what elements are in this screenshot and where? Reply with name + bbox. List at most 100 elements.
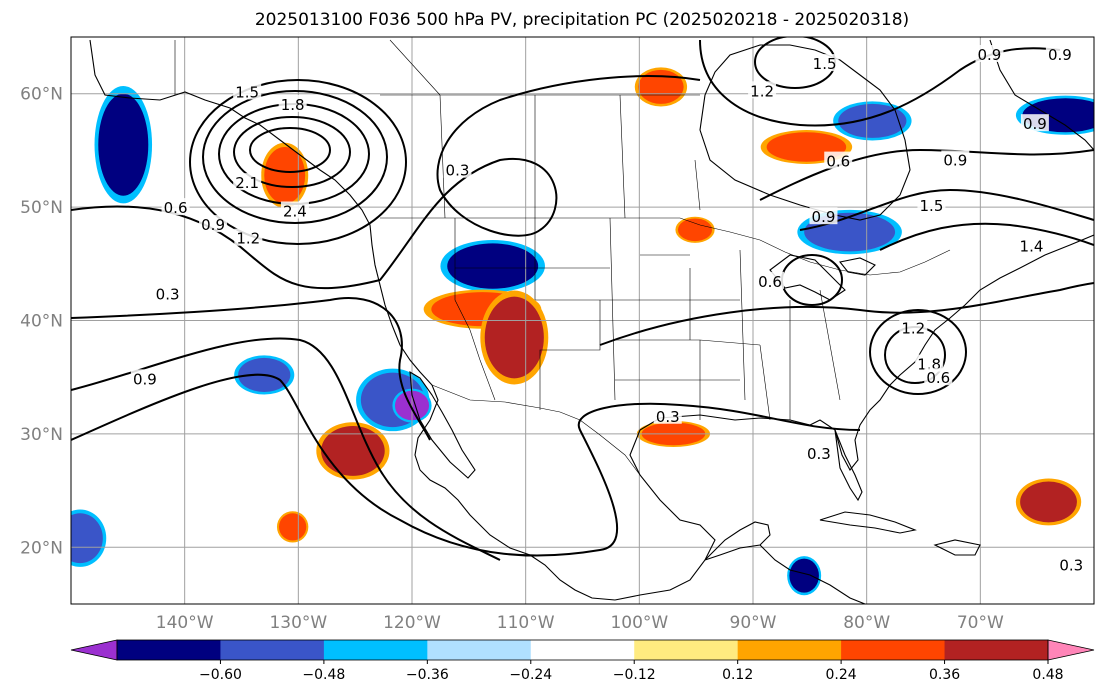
longitude-label: 110°W xyxy=(497,613,555,633)
pv-contour-label-bg xyxy=(804,444,833,462)
longitude-label: 90°W xyxy=(730,613,777,633)
pv-contour-ring xyxy=(249,127,331,173)
colorbar-swatch xyxy=(220,640,325,660)
pv-contour-label: 1.2 xyxy=(236,230,260,248)
pv-contour-label: 0.9 xyxy=(1023,115,1047,133)
pv-contour-ring xyxy=(189,79,407,245)
pv-contour-label-bg xyxy=(153,284,182,302)
colorbar-swatch xyxy=(530,640,635,660)
latitude-labels: 60°N 50°N 40°N 30°N 20°N xyxy=(20,85,63,559)
precip-anomaly xyxy=(447,243,539,289)
colorbar-tick-label: −0.36 xyxy=(406,667,449,683)
coastline-labrador xyxy=(989,39,1094,151)
pv-contour-label: 0.6 xyxy=(926,369,950,387)
colorbar-tick-label: 0.24 xyxy=(826,667,857,683)
latitude-label: 50°N xyxy=(20,198,63,218)
map-frame xyxy=(70,36,1095,605)
canada-provinces xyxy=(174,39,701,219)
pv-contour-label-bg xyxy=(941,150,970,168)
precip-anomaly xyxy=(638,69,684,104)
pv-contour-label-bg xyxy=(756,271,785,289)
coastline-gulf xyxy=(614,234,1094,601)
pv-contour-line xyxy=(71,297,431,441)
latitude-label: 30°N xyxy=(20,425,63,445)
pv-contour-line xyxy=(879,222,1094,251)
latitude-label: 20°N xyxy=(20,538,63,558)
pv-contour-label: 0.9 xyxy=(201,216,225,234)
precip-anomaly xyxy=(1020,481,1077,523)
pv-contour-ring xyxy=(869,309,967,395)
pv-contour-label: 0.9 xyxy=(1048,46,1072,64)
colorbar-swatch xyxy=(117,640,221,660)
pv-contour-line xyxy=(759,148,1094,201)
longitude-label: 80°W xyxy=(843,613,890,633)
colorbar-tick-label: 0.36 xyxy=(929,667,960,683)
pv-contour-label: 0.9 xyxy=(133,370,157,388)
pv-contour-line xyxy=(71,337,501,561)
pv-contour-label: 0.3 xyxy=(656,408,680,426)
precip-anomaly xyxy=(98,93,149,196)
pv-contour-label-bg xyxy=(234,228,263,246)
pv-contour-label-bg xyxy=(809,207,838,225)
coastlines xyxy=(89,39,1094,604)
pv-contour-label-bg xyxy=(1020,114,1049,132)
longitude-label: 120°W xyxy=(383,613,441,633)
longitude-label: 140°W xyxy=(156,613,214,633)
colorbar-swatch xyxy=(944,640,1049,660)
precip-anomaly xyxy=(321,425,385,476)
pv-contour-label: 1.5 xyxy=(920,197,944,215)
colorbar-swatch xyxy=(427,640,532,660)
pv-contour-label-bg xyxy=(1057,555,1086,573)
pv-contour-label: 1.2 xyxy=(901,319,925,337)
map-area: 1.5 1.8 2.1 2.4 0.6 0.9 1.2 0.3 0.3 0.9 1.5 1.2 0.9 0… xyxy=(71,37,1094,604)
pv-contour-label-bg xyxy=(810,54,839,72)
pv-contour-ring xyxy=(233,116,351,188)
colorbar xyxy=(70,639,1095,661)
precip-anomaly xyxy=(264,146,306,204)
pv-contour-label: 0.3 xyxy=(807,445,831,463)
coastline-baja xyxy=(409,370,476,479)
pv-contour-label-bg xyxy=(824,151,853,169)
pv-contour-label: 2.4 xyxy=(283,203,307,221)
pv-contour-label-bg xyxy=(199,215,228,233)
coastline-pacific-northwest xyxy=(89,39,616,601)
pv-contour-line xyxy=(71,373,861,557)
pv-contour-label-bg xyxy=(443,160,472,178)
coastline-central-america xyxy=(759,544,866,604)
colorbar-extend-high xyxy=(1047,639,1095,661)
pv-contour-label: 1.4 xyxy=(1020,238,1044,256)
coastline-hispaniola xyxy=(933,539,981,556)
colorbar-outline xyxy=(116,639,1049,661)
pv-contour-label: 0.3 xyxy=(156,285,180,303)
pv-contour-line xyxy=(799,188,1094,231)
pv-contour-label: 0.9 xyxy=(943,151,967,169)
pv-contour-label: 0.6 xyxy=(758,273,782,291)
pv-contour-label: 0.6 xyxy=(164,199,188,217)
latitude-label: 60°N xyxy=(20,85,63,105)
coastline-great-lakes xyxy=(769,254,876,301)
pv-contour-label-bg xyxy=(280,201,309,219)
colorbar-tick-label: −0.24 xyxy=(509,667,552,683)
pv-contour-label-bg xyxy=(924,368,953,386)
pv-contour-label: 1.2 xyxy=(750,82,774,100)
colorbar-swatch xyxy=(841,640,946,660)
political-borders xyxy=(174,39,951,476)
colorbar-tick-label: −0.60 xyxy=(199,667,242,683)
colorbar-swatch xyxy=(634,640,739,660)
colorbar-swatch xyxy=(323,640,428,660)
pv-contour-label-bg xyxy=(915,354,944,372)
coastline-yucatan xyxy=(704,521,771,561)
pv-contour-label-bg xyxy=(748,81,777,99)
colorbar-tick-label: −0.12 xyxy=(613,667,656,683)
pv-contour-label-bg xyxy=(130,369,159,387)
coastline-hudson-bay xyxy=(699,44,911,221)
pv-contour-label: 0.9 xyxy=(812,208,836,226)
longitude-label: 130°W xyxy=(269,613,327,633)
precip-anomaly xyxy=(279,513,307,541)
pv-contour-label-bg xyxy=(975,45,1004,63)
pv-contour-label: 0.3 xyxy=(1059,556,1083,574)
pv-contour-label-bg xyxy=(1045,45,1074,63)
pv-contour-label-bg xyxy=(899,318,928,336)
precip-anomaly xyxy=(789,558,819,593)
